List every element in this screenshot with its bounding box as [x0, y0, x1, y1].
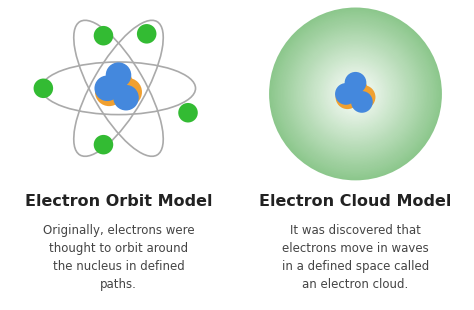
Circle shape	[293, 32, 418, 156]
Circle shape	[343, 81, 368, 107]
Circle shape	[281, 19, 430, 169]
Circle shape	[332, 71, 379, 117]
Text: Electron Cloud Model: Electron Cloud Model	[259, 193, 452, 209]
Circle shape	[178, 103, 198, 122]
Circle shape	[279, 18, 432, 170]
Circle shape	[334, 72, 377, 116]
Circle shape	[308, 46, 403, 141]
Circle shape	[288, 26, 423, 162]
Circle shape	[321, 60, 390, 129]
Circle shape	[295, 33, 416, 154]
Circle shape	[336, 85, 359, 109]
Text: Electron Orbit Model: Electron Orbit Model	[25, 193, 212, 209]
Circle shape	[327, 65, 384, 123]
Circle shape	[273, 12, 438, 176]
Circle shape	[315, 54, 396, 134]
Circle shape	[269, 7, 442, 180]
Circle shape	[286, 25, 425, 163]
Circle shape	[106, 62, 131, 88]
Circle shape	[94, 135, 113, 154]
Circle shape	[302, 41, 409, 147]
Circle shape	[305, 43, 406, 144]
Circle shape	[338, 77, 373, 111]
Circle shape	[272, 11, 439, 178]
Text: Originally, electrons were
thought to orbit around
the nucleus in defined
paths.: Originally, electrons were thought to or…	[43, 224, 194, 290]
Circle shape	[299, 38, 412, 150]
Circle shape	[296, 35, 415, 153]
Circle shape	[114, 78, 142, 106]
Circle shape	[291, 29, 420, 159]
Circle shape	[351, 91, 373, 113]
Circle shape	[351, 90, 360, 98]
Circle shape	[340, 78, 371, 110]
Circle shape	[335, 74, 376, 114]
Circle shape	[345, 72, 366, 94]
Circle shape	[301, 39, 410, 149]
Circle shape	[329, 68, 382, 120]
Circle shape	[94, 26, 113, 46]
Circle shape	[307, 45, 404, 143]
Circle shape	[353, 91, 358, 97]
Circle shape	[292, 31, 419, 157]
Circle shape	[331, 69, 380, 118]
Circle shape	[341, 80, 370, 108]
Circle shape	[137, 24, 156, 44]
Circle shape	[317, 55, 394, 133]
Circle shape	[311, 49, 400, 139]
Circle shape	[346, 84, 365, 104]
Circle shape	[318, 56, 393, 131]
Text: It was discovered that
electrons move in waves
in a defined space called
an elec: It was discovered that electrons move in…	[282, 224, 429, 290]
Circle shape	[94, 76, 120, 101]
Circle shape	[335, 83, 357, 105]
Circle shape	[344, 77, 367, 101]
Circle shape	[325, 64, 386, 124]
Circle shape	[314, 52, 397, 136]
Circle shape	[352, 85, 375, 109]
Circle shape	[328, 67, 383, 121]
Circle shape	[319, 58, 392, 130]
Circle shape	[278, 16, 433, 172]
Circle shape	[348, 87, 363, 101]
Circle shape	[271, 9, 440, 179]
Circle shape	[34, 78, 53, 98]
Circle shape	[113, 85, 139, 110]
Circle shape	[350, 88, 361, 100]
Circle shape	[347, 85, 364, 103]
Circle shape	[324, 62, 387, 126]
Circle shape	[283, 22, 428, 166]
Circle shape	[104, 69, 133, 97]
Circle shape	[312, 51, 399, 137]
Circle shape	[282, 20, 429, 167]
Circle shape	[304, 42, 407, 146]
Circle shape	[289, 28, 422, 160]
Circle shape	[310, 48, 401, 140]
Circle shape	[322, 61, 389, 127]
Circle shape	[275, 13, 436, 175]
Circle shape	[285, 23, 426, 165]
Circle shape	[276, 15, 435, 173]
Circle shape	[337, 75, 374, 113]
Circle shape	[344, 82, 367, 105]
Circle shape	[354, 92, 357, 95]
Circle shape	[298, 36, 413, 152]
Circle shape	[95, 78, 123, 106]
